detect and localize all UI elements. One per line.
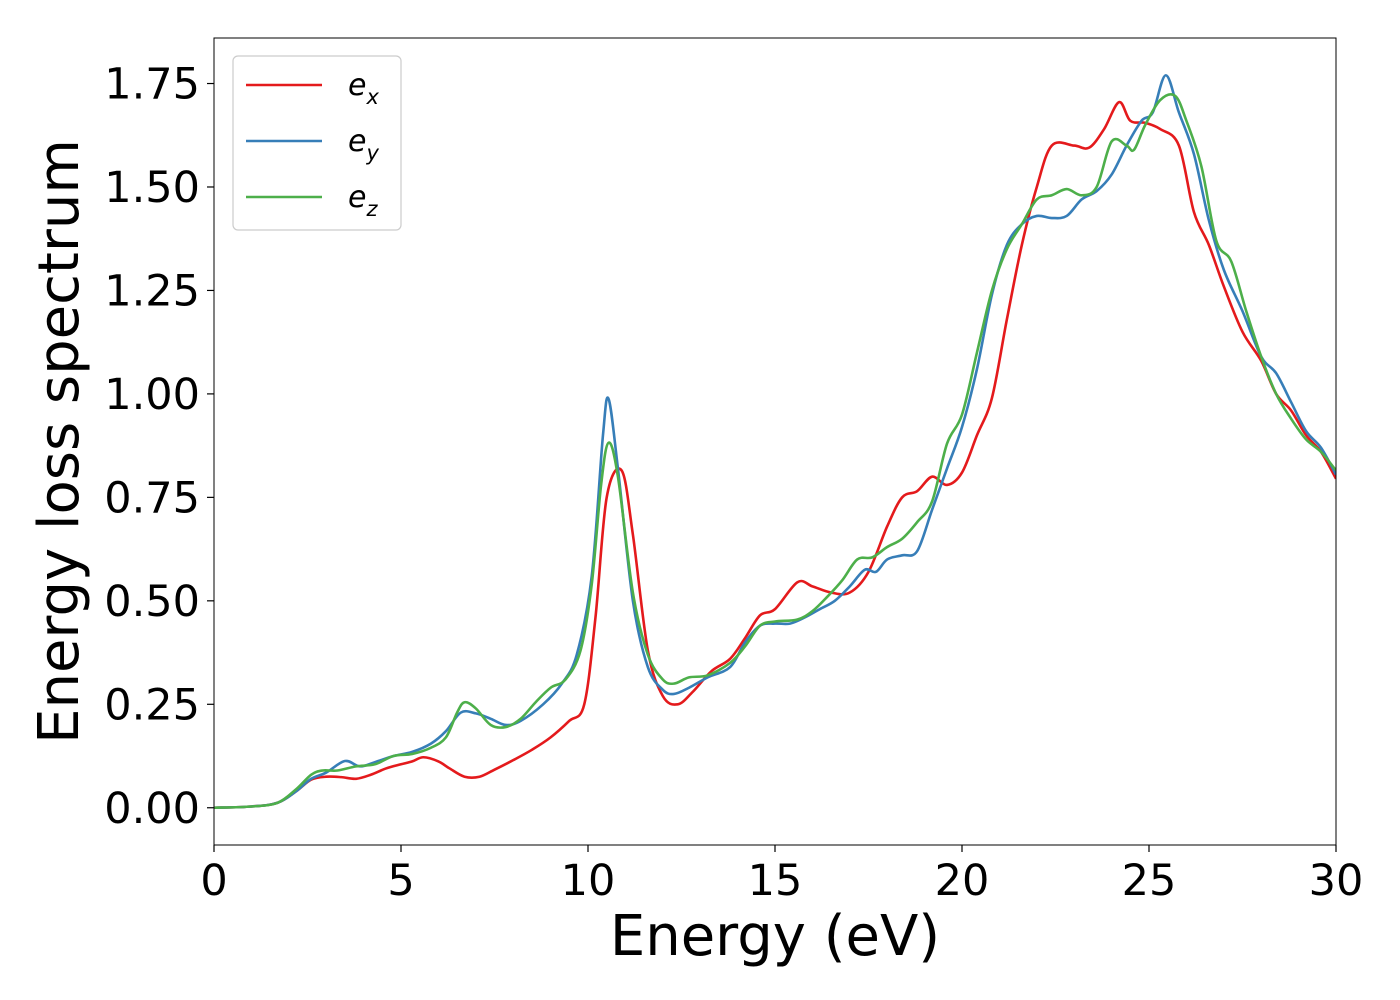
y-tick-label: 1.25 (104, 266, 200, 316)
y-tick-label: 1.50 (104, 163, 200, 213)
legend-box (232, 55, 402, 231)
x-axis-label: Energy (eV) (610, 904, 940, 969)
x-tick-label: 30 (1309, 856, 1364, 906)
x-tick-label: 15 (748, 856, 803, 906)
series-line-e-x (214, 100, 1336, 810)
y-axis-label: Energy loss spectrum (27, 139, 92, 744)
y-tick-label: 0.50 (104, 577, 200, 627)
y-tick-label: 0.75 (104, 473, 200, 523)
x-tick-label: 0 (200, 856, 227, 906)
series-line-e-z (214, 93, 1336, 810)
y-tick-label: 0.00 (104, 784, 200, 834)
x-axis: 0 5 10 15 20 25 30 (200, 845, 1363, 906)
y-axis: 0.00 0.25 0.50 0.75 1.00 1.25 1.50 1.75 (104, 60, 214, 834)
legend-label: ey (348, 124, 379, 165)
y-tick-label: 1.75 (104, 60, 200, 110)
x-tick-label: 5 (387, 856, 414, 906)
x-tick-label: 10 (561, 856, 616, 906)
y-tick-label: 1.00 (104, 370, 200, 420)
y-tick-label: 0.25 (104, 680, 200, 730)
series-layer (214, 73, 1336, 810)
legend-label: ex (348, 68, 379, 109)
x-tick-label: 20 (935, 856, 990, 906)
x-tick-label: 25 (1122, 856, 1177, 906)
